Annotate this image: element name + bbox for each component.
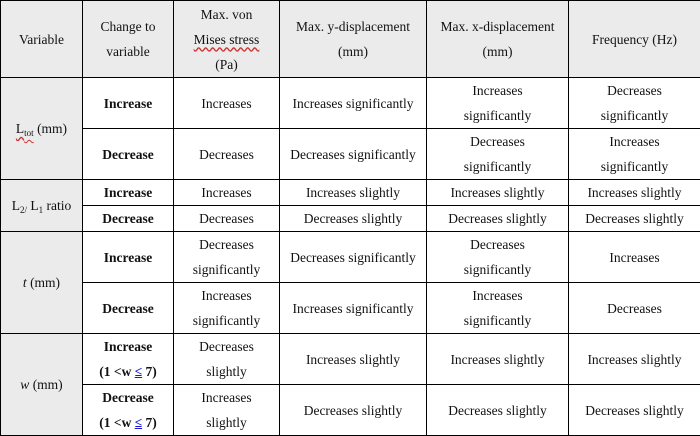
change-cell: Decrease — [83, 129, 174, 180]
change-cell: Increase — [83, 78, 174, 129]
ydisp-cell: Increases significantly — [280, 78, 427, 129]
ydisp-cell: Decreases significantly — [280, 129, 427, 180]
freq-cell: Increases — [569, 232, 700, 283]
header-frequency: Frequency (Hz) — [569, 1, 700, 78]
table-row: L2/ L1 ratio Increase Increases Increase… — [1, 180, 700, 206]
change-cell: Increase — [83, 180, 174, 206]
freq-cell: Increases slightly — [569, 334, 700, 385]
row-label-ratio: L2/ L1 ratio — [1, 180, 83, 232]
change-cell: Increase(1 <w ≤ 7) — [83, 334, 174, 385]
freq-cell: Decreases slightly — [569, 206, 700, 232]
row-label-w: w (mm) — [1, 334, 83, 436]
xdisp-cell: Increases slightly — [427, 180, 569, 206]
header-ydisp: Max. y-displacement(mm) — [280, 1, 427, 78]
table-row: Ltot (mm) Increase Increases Increases s… — [1, 78, 700, 129]
change-cell: Increase — [83, 232, 174, 283]
stress-cell: Decreases — [174, 129, 280, 180]
ydisp-cell: Decreases significantly — [280, 232, 427, 283]
ydisp-cell: Increases slightly — [280, 334, 427, 385]
xdisp-cell: Increases slightly — [427, 334, 569, 385]
table-row: Decrease Decreases Decreases significant… — [1, 129, 700, 180]
ydisp-cell: Increases slightly — [280, 180, 427, 206]
header-variable: Variable — [1, 1, 83, 78]
change-cell: Decrease(1 <w ≤ 7) — [83, 385, 174, 436]
row-label-t: t (mm) — [1, 232, 83, 334]
header-xdisp: Max. x-displacement(mm) — [427, 1, 569, 78]
xdisp-cell: Decreases slightly — [427, 206, 569, 232]
stress-cell: Increases — [174, 78, 280, 129]
freq-cell: Decreases slightly — [569, 385, 700, 436]
freq-cell: Decreases — [569, 283, 700, 334]
row-label-ltot: Ltot (mm) — [1, 78, 83, 180]
ydisp-cell: Decreases slightly — [280, 206, 427, 232]
freq-cell: Increases slightly — [569, 180, 700, 206]
stress-cell: Increases — [174, 180, 280, 206]
change-cell: Decrease — [83, 206, 174, 232]
change-cell: Decrease — [83, 283, 174, 334]
table-row: Decrease Decreases Decreases slightly De… — [1, 206, 700, 232]
stress-cell: Decreases — [174, 206, 280, 232]
xdisp-cell: Decreases slightly — [427, 385, 569, 436]
ydisp-cell: Increases significantly — [280, 283, 427, 334]
ydisp-cell: Decreases slightly — [280, 385, 427, 436]
